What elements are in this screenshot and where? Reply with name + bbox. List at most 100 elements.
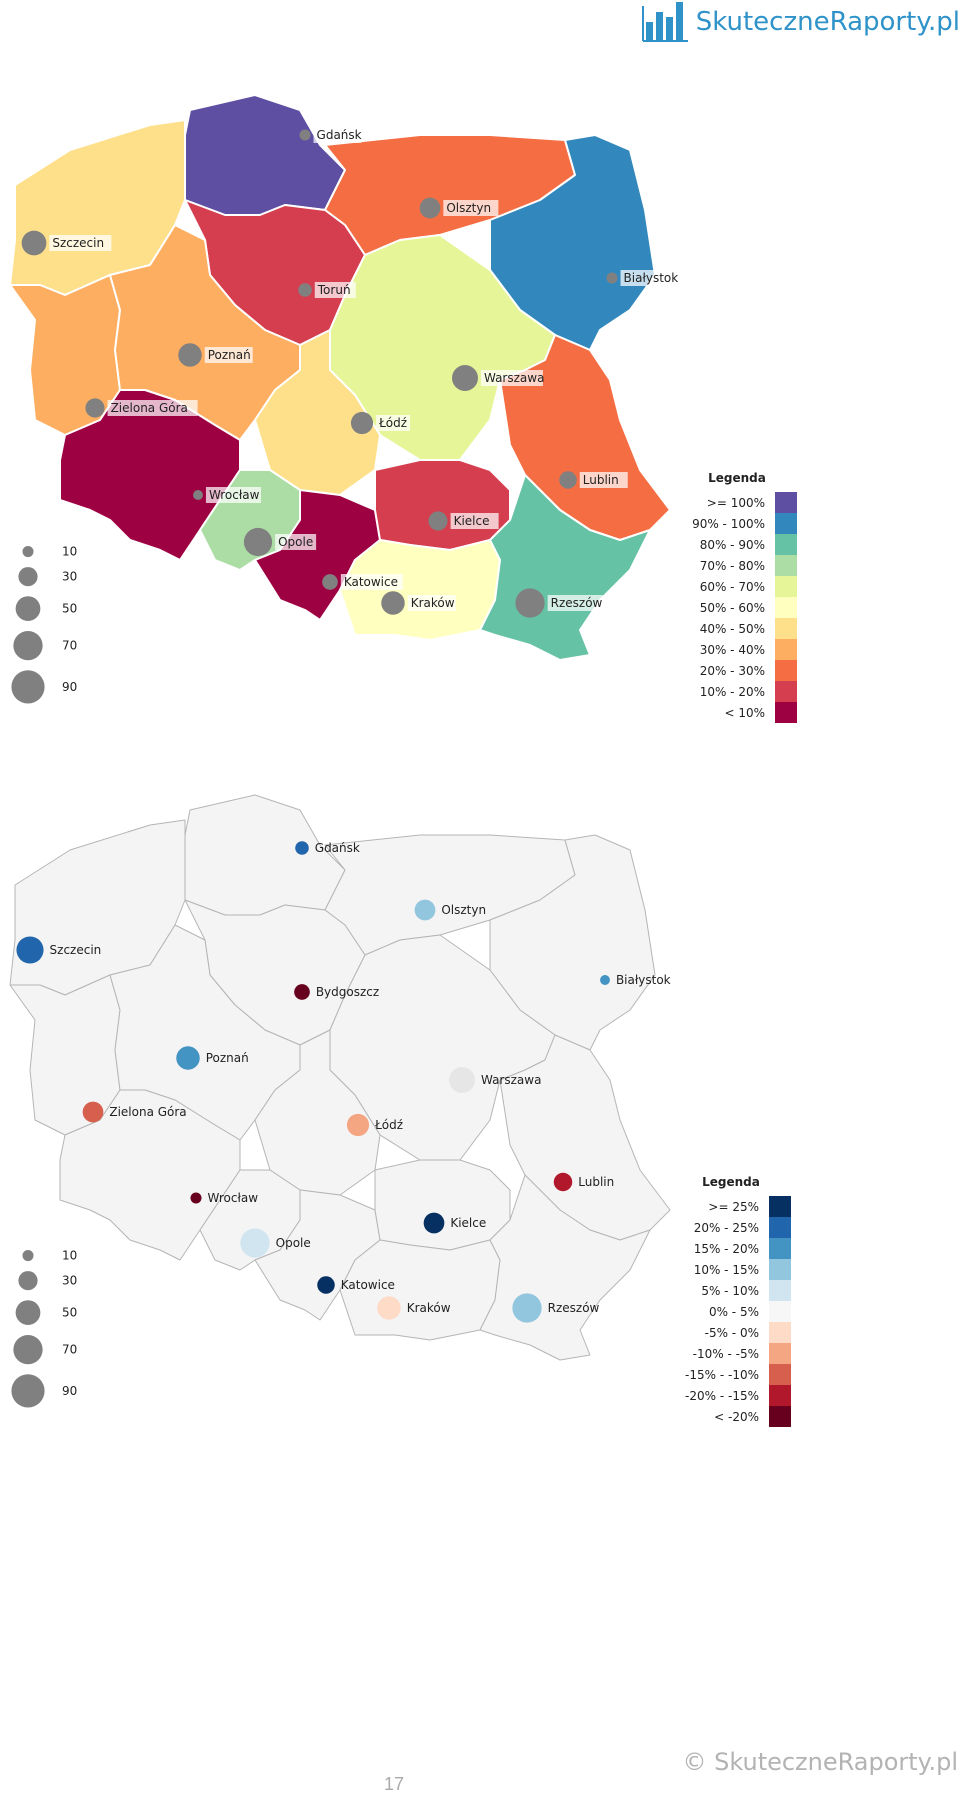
map1-label-torun: Toruń xyxy=(317,283,351,297)
map1-bubble-katowice xyxy=(322,574,338,590)
map2-label-szczecin: Szczecin xyxy=(50,943,102,957)
map1-label-katowice: Katowice xyxy=(344,575,398,589)
map2-legend-label-4: 5% - 10% xyxy=(701,1284,759,1298)
map1-label-krakow: Kraków xyxy=(411,596,455,610)
map1-label-bg-lublin xyxy=(579,472,628,488)
map1-legend-label-1: 90% - 100% xyxy=(692,517,765,531)
map2-bubble-szczecin xyxy=(16,936,44,964)
map1-bubble-zielona-gora xyxy=(85,398,105,418)
map2-legend-swatch-3 xyxy=(769,1259,791,1280)
map1-label-bg-szczecin xyxy=(49,235,112,251)
map1-bubble-szczecin xyxy=(21,230,47,256)
map1-bubble-wroclaw xyxy=(193,490,203,500)
map2-label-bialystok: Białystok xyxy=(616,973,671,987)
map2-label-gdansk: Gdańsk xyxy=(315,841,360,855)
map2-legend-swatch-0 xyxy=(769,1196,791,1217)
map2-label-lodz: Łódź xyxy=(374,1118,403,1132)
map1-legend-swatch-4 xyxy=(775,576,797,597)
map2-region-pomorskie xyxy=(184,794,346,916)
map1-label-poznan: Poznań xyxy=(208,348,251,362)
map1-size-legend-label-50: 50 xyxy=(62,602,77,616)
map2-size-legend-label-70: 70 xyxy=(62,1343,77,1357)
map1-regions xyxy=(9,94,671,661)
choropleth-map-1: Gdańsk Olsztyn Białystok Szczecin Toruń Pozna… xyxy=(9,94,797,723)
map2-legend-swatch-4 xyxy=(769,1280,791,1301)
map1-label-lodz: Łódź xyxy=(378,416,407,430)
map2-label-krakow: Kraków xyxy=(407,1301,451,1315)
map1-bubble-krakow xyxy=(381,591,405,615)
map2-legend-swatch-10 xyxy=(769,1406,791,1427)
map1-bubble-kielce xyxy=(428,511,448,531)
map2-bubble-opole xyxy=(240,1228,270,1258)
map2-size-legend-bubble-70 xyxy=(13,1334,43,1365)
map2-size-legend-bubble-90 xyxy=(11,1374,45,1408)
map1-region-swietokrzyskie xyxy=(374,459,511,551)
map1-label-olsztyn: Olsztyn xyxy=(446,201,491,215)
map1-size-legend-label-90: 90 xyxy=(62,680,77,694)
map1-size-legend-label-70: 70 xyxy=(62,639,77,653)
map1-bubble-bialystok xyxy=(606,272,618,284)
map2-size-legend-label-50: 50 xyxy=(62,1306,77,1320)
map1-label-bg-kielce xyxy=(450,513,499,529)
map1-bubble-olsztyn xyxy=(419,197,441,219)
map2-legend-label-5: 0% - 5% xyxy=(709,1305,759,1319)
map1-bubble-torun xyxy=(298,283,312,297)
map2-legend-swatch-6 xyxy=(769,1322,791,1343)
map2-legend-title: Legenda xyxy=(702,1175,760,1189)
map1-label-bg-poznan xyxy=(204,347,253,363)
map2-region-swietokrzyskie xyxy=(374,1159,511,1251)
footer-copyright: © SkuteczneRaporty.pl xyxy=(682,1748,958,1776)
map2-legend-swatch-1 xyxy=(769,1217,791,1238)
bubble-map-2: Gdańsk Olsztyn Białystok Szczecin Bydgoszcz P… xyxy=(9,794,791,1427)
map1-label-lublin: Lublin xyxy=(583,473,619,487)
map1-legend-label-4: 60% - 70% xyxy=(700,580,765,594)
map1-bubble-poznan xyxy=(178,343,202,367)
map2-label-rzeszow: Rzeszów xyxy=(548,1301,600,1315)
map1-legend-swatch-1 xyxy=(775,513,797,534)
map1-size-legend-bubble-90 xyxy=(11,670,45,704)
map1-legend-label-6: 40% - 50% xyxy=(700,622,765,636)
map2-label-wroclaw: Wrocław xyxy=(208,1191,259,1205)
map2-legend-swatch-8 xyxy=(769,1364,791,1385)
map2-bubble-gdansk xyxy=(295,841,309,855)
map2-bubble-zielona-gora xyxy=(82,1101,104,1123)
map1-label-bg-rzeszow xyxy=(547,595,603,611)
map2-bubble-kielce xyxy=(423,1212,445,1234)
map1-bubble-warszawa xyxy=(452,365,478,391)
map1-label-bg-olsztyn xyxy=(443,200,499,216)
map1-label-bg-zielona-gora xyxy=(107,400,198,416)
map1-size-legend-bubble-50 xyxy=(15,596,41,621)
map2-label-opole: Opole xyxy=(276,1236,311,1250)
map1-label-bg-lodz xyxy=(376,415,411,431)
map1-region-lubelskie xyxy=(499,334,671,541)
map2-label-katowice: Katowice xyxy=(341,1278,395,1292)
map1-legend-swatch-3 xyxy=(775,555,797,576)
map2-size-legend-label-90: 90 xyxy=(62,1384,77,1398)
bar-chart-logo-icon xyxy=(641,2,688,42)
map2-bubble-lublin xyxy=(553,1172,573,1192)
map1-legend-label-2: 80% - 90% xyxy=(700,538,765,552)
map2-size-legend: 10 30 50 70 90 xyxy=(11,1249,77,1408)
map2-legend-label-3: 10% - 15% xyxy=(694,1263,759,1277)
map2-bubble-katowice xyxy=(317,1276,335,1294)
map1-bubble-lodz xyxy=(350,411,374,435)
map2-legend-label-9: -20% - -15% xyxy=(685,1389,759,1403)
map2-label-zielona-gora: Zielona Góra xyxy=(109,1105,186,1119)
map2-label-olsztyn: Olsztyn xyxy=(441,903,486,917)
map1-label-bg-torun xyxy=(314,282,356,298)
map1-legend-swatch-6 xyxy=(775,618,797,639)
map1-bubble-gdansk xyxy=(299,129,311,141)
map2-bubble-bialystok xyxy=(600,975,610,985)
map1-region-pomorskie xyxy=(184,94,346,216)
map2-legend-label-10: < -20% xyxy=(714,1410,759,1424)
map2-bubble-rzeszow xyxy=(512,1293,542,1323)
map2-size-legend-label-30: 30 xyxy=(62,1274,77,1288)
map1-legend-swatch-10 xyxy=(775,702,797,723)
map1-legend-swatch-8 xyxy=(775,660,797,681)
map1-label-bg-gdansk xyxy=(313,127,362,143)
map1-legend-label-0: >= 100% xyxy=(707,496,765,510)
map1-bubble-opole xyxy=(243,527,273,557)
map2-legend-swatch-9 xyxy=(769,1385,791,1406)
map1-label-bg-wroclaw xyxy=(205,487,261,503)
map2-cities: Gdańsk Olsztyn Białystok Szczecin Bydgoszcz P… xyxy=(16,841,671,1323)
